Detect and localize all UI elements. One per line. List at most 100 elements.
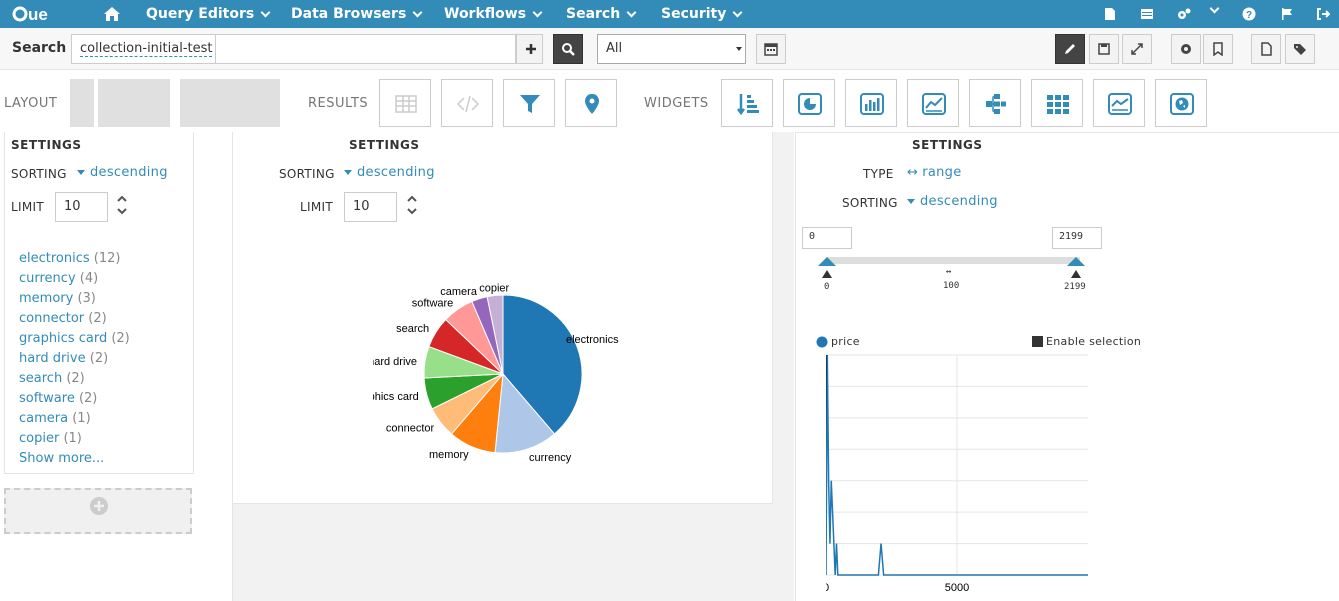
menu-query-editors[interactable]: Query Editors	[146, 0, 271, 28]
facet-item-copier[interactable]: copier (1)	[19, 431, 82, 446]
facet-count: (2)	[111, 331, 130, 346]
facet-count: (3)	[77, 291, 96, 306]
fullscreen-button[interactable]	[1122, 34, 1152, 64]
enable-selection-label: Enable selection	[1046, 335, 1142, 348]
enable-selection-checkbox[interactable]	[1032, 336, 1043, 347]
menu-search[interactable]: Search	[566, 0, 637, 28]
bar-widget[interactable]	[845, 79, 897, 127]
range-from-input[interactable]: 0	[802, 227, 852, 249]
type-dropdown[interactable]: ↔ range	[907, 165, 962, 180]
timeline-widget[interactable]	[1093, 79, 1145, 127]
pie-widget[interactable]	[783, 79, 835, 127]
text-facet-card: SETTINGS SORTING descending LIMIT 10 ele…	[4, 132, 194, 474]
heatmap-widget[interactable]	[1031, 79, 1083, 127]
slider-handle-left-icon[interactable]	[817, 255, 837, 267]
sorting-dropdown[interactable]: descending	[77, 165, 168, 180]
pie-label: memory	[429, 449, 469, 461]
pie-label: search	[396, 323, 429, 335]
slider-handle-right-icon[interactable]	[1066, 255, 1086, 267]
file-icon[interactable]	[1103, 7, 1117, 21]
flag-icon[interactable]	[1280, 7, 1294, 21]
new-document-button[interactable]	[1251, 34, 1281, 64]
sorting-value: descending	[90, 165, 168, 180]
legend-dot-icon[interactable]	[816, 336, 828, 348]
facet-item-software[interactable]: software (2)	[19, 391, 97, 406]
facet-count: (2)	[66, 371, 85, 386]
add-query-button[interactable]	[516, 34, 543, 64]
stepper-icon[interactable]	[116, 194, 128, 216]
facet-label: connector	[19, 311, 85, 326]
sorting-dropdown[interactable]: descending	[907, 194, 998, 209]
table-icon[interactable]	[1140, 7, 1154, 21]
facet-item-hard-drive[interactable]: hard drive (2)	[19, 351, 108, 366]
facet-item-connector[interactable]: connector (2)	[19, 311, 107, 326]
pie-label: graphics card	[373, 391, 419, 403]
tags-icon	[1294, 44, 1306, 55]
plus-icon	[526, 44, 536, 54]
limit-input[interactable]: 10	[55, 192, 108, 222]
slider-mid-label: 100	[943, 281, 960, 291]
save-button[interactable]	[1089, 34, 1119, 64]
search-button[interactable]	[553, 34, 583, 64]
range-slider-track[interactable]	[826, 257, 1080, 264]
facet-item-camera[interactable]: camera (1)	[19, 411, 91, 426]
sorting-value: descending	[357, 165, 435, 180]
pie-slice-electronics[interactable]	[502, 294, 583, 435]
search-label: Search	[12, 40, 67, 56]
collection-selector[interactable]: collection-initial-test	[71, 34, 216, 64]
help-icon[interactable]: ?	[1242, 7, 1256, 21]
pie-slice-currency[interactable]	[494, 372, 556, 454]
show-more-link[interactable]: Show more...	[19, 451, 105, 466]
facet-item-memory[interactable]: memory (3)	[19, 291, 96, 306]
pie-slice-copier[interactable]	[486, 294, 504, 375]
menu-security[interactable]: Security	[661, 0, 743, 28]
bookmark-button[interactable]	[1203, 34, 1233, 64]
map-widget[interactable]	[565, 79, 617, 127]
facet-item-search[interactable]: search (2)	[19, 371, 85, 386]
menu-data-browsers[interactable]: Data Browsers	[291, 0, 423, 28]
logout-icon[interactable]	[1316, 7, 1330, 21]
range-to-input[interactable]: 2199	[1052, 227, 1102, 249]
pie-label: connector	[386, 422, 435, 434]
facet-label: camera	[19, 411, 69, 426]
facet-item-electronics[interactable]: electronics (12)	[19, 251, 120, 266]
stepper-icon[interactable]	[406, 194, 418, 216]
type-label: TYPE	[863, 167, 894, 181]
facet-item-graphics-card[interactable]: graphics card (2)	[19, 331, 130, 346]
limit-input[interactable]: 10	[344, 192, 397, 222]
line-chart[interactable]: 0123456705000	[826, 348, 1136, 598]
sorting-dropdown[interactable]: descending	[344, 165, 435, 180]
filter-widget[interactable]	[503, 79, 555, 127]
chevron-down-icon[interactable]	[1209, 3, 1220, 14]
facet-text-widget[interactable]	[721, 79, 773, 127]
sorting-label: SORTING	[842, 196, 898, 210]
caret-down-icon	[736, 47, 742, 51]
facet-item-currency[interactable]: currency (4)	[19, 271, 98, 286]
edit-button[interactable]	[1055, 34, 1085, 64]
layout-option-2[interactable]	[98, 79, 170, 127]
map-chart-widget[interactable]	[1155, 79, 1207, 127]
layout-option-1[interactable]	[70, 79, 94, 127]
layout-option-3[interactable]	[180, 79, 280, 127]
line-widget[interactable]	[907, 79, 959, 127]
add-widget-dropzone[interactable]	[4, 488, 192, 534]
menu-workflows[interactable]: Workflows	[444, 0, 543, 28]
chevron-down-icon	[732, 7, 743, 17]
grid-results-widget[interactable]	[379, 79, 431, 127]
tree-widget[interactable]	[969, 79, 1021, 127]
cogs-icon[interactable]	[1177, 7, 1191, 21]
query-input[interactable]	[216, 34, 516, 64]
hue-logo[interactable]: ue	[12, 4, 72, 24]
html-results-widget[interactable]	[441, 79, 493, 127]
date-filter-button[interactable]	[756, 34, 786, 64]
series-line-price[interactable]	[826, 354, 1088, 576]
pie-chart[interactable]: electronics currency memory connector graphi…	[373, 242, 653, 492]
gear-icon	[1181, 44, 1191, 54]
tags-button[interactable]	[1285, 34, 1315, 64]
slider-max-label: 2199	[1064, 282, 1086, 292]
settings-button[interactable]	[1171, 34, 1201, 64]
facet-count: (4)	[79, 271, 99, 286]
menu-label: Workflows	[444, 6, 527, 22]
home-icon[interactable]	[103, 5, 121, 23]
filter-select[interactable]: All	[597, 34, 746, 64]
